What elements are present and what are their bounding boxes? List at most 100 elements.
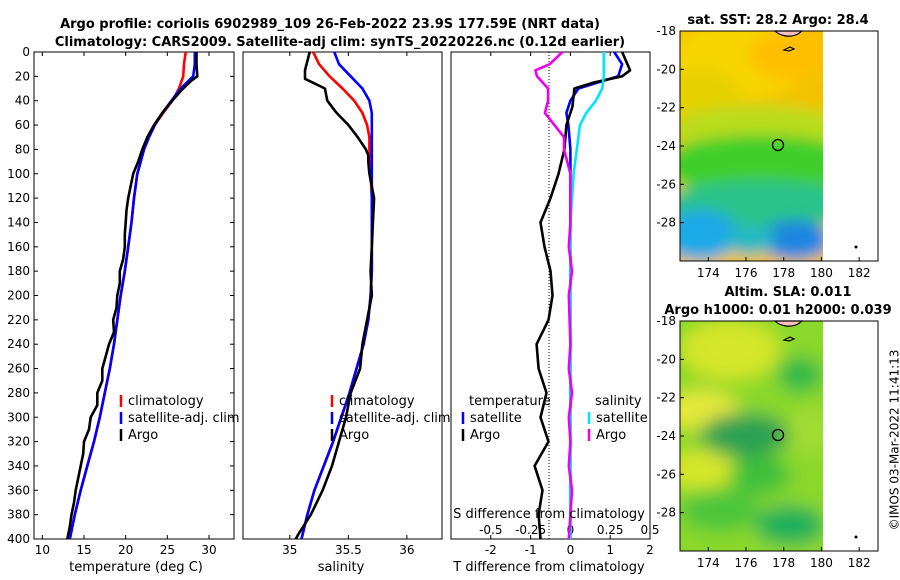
legend-argo: Argo: [128, 428, 158, 443]
t-difference-tick-label: -2: [485, 543, 497, 557]
salinity-tick-label: 35: [282, 543, 297, 557]
s-difference-tick-label: 0.25: [597, 523, 624, 537]
legend-satellite: satellite-adj. clim: [339, 411, 451, 426]
figure-title-line1: Argo profile: coriolis 6902989_109 26-Fe…: [60, 17, 600, 32]
t-difference-tick-label: 0: [567, 543, 575, 557]
t-difference-tick-label: 2: [646, 543, 654, 557]
depth-tick-label: 60: [15, 118, 30, 132]
map-y-tick-label: -28: [656, 216, 676, 230]
depth-tick-label: 300: [7, 410, 30, 424]
map-y-tick-label: -26: [656, 177, 676, 191]
sst-island-outline: [782, 46, 796, 52]
depth-tick-label: 280: [7, 386, 30, 400]
salinity-x-axis: 35 35.5 36: [282, 52, 415, 557]
depth-tick-label: 340: [7, 459, 30, 473]
s-difference-xlabel: S difference from climatology: [453, 507, 645, 522]
salinity-tick-label: 35.5: [335, 543, 362, 557]
sla-map-panel: Altim. SLA: 0.011 Argo h1000: 0.01 h2000…: [656, 285, 891, 570]
depth-tick-label: 200: [7, 289, 30, 303]
map-y-tick-label: -26: [656, 467, 676, 481]
depth-tick-label: 80: [15, 142, 30, 156]
sst-map-axes: 174 176 178 180 182 -28 -26 -24 -22 -20 -18: [656, 24, 870, 280]
map-y-tick-label: -20: [656, 62, 676, 76]
sla-argo-marker: [771, 428, 785, 442]
temperature-legend: climatology satellite-adj. clim Argo: [119, 394, 240, 443]
legend-s-satellite: satellite: [596, 411, 648, 426]
sst-island-dot: [854, 245, 858, 249]
map-x-tick-label: 174: [697, 556, 720, 570]
sla-island-dot: [854, 535, 858, 539]
sst-land-outline: [773, 30, 804, 37]
map-x-tick-label: 178: [772, 266, 795, 280]
sst-argo-marker: [771, 138, 785, 152]
temperature-lines: [66, 51, 199, 540]
map-y-tick-label: -24: [656, 139, 676, 153]
s-difference-tick-label: -0.5: [479, 523, 502, 537]
series-line-argo: [66, 52, 199, 540]
series-line-argo: [294, 51, 376, 540]
temperature-axes-box: [33, 51, 235, 540]
depth-tick-label: 120: [7, 191, 30, 205]
depth-tick-label: 180: [7, 264, 30, 278]
legend-climatology: climatology: [128, 394, 204, 409]
legend-temperature-title: temperature: [469, 394, 551, 409]
depth-tick-label: 0: [22, 45, 30, 59]
sst-map-title: sat. SST: 28.2 Argo: 28.4: [687, 13, 868, 28]
sla-map-title: Altim. SLA: 0.011: [725, 285, 852, 300]
map-x-tick-label: 180: [810, 556, 833, 570]
salinity-axes-box: [242, 51, 443, 540]
map-x-tick-label: 182: [848, 266, 871, 280]
sla-no-data-area: [823, 321, 878, 551]
map-x-tick-label: 176: [735, 556, 758, 570]
temperature-panel: 0204060801001201401601802002202402602803…: [7, 45, 650, 575]
sst-map-panel: sat. SST: 28.2 Argo: 28.4 174 176 178 180 18…: [656, 13, 879, 280]
sla-land-outline: [773, 320, 804, 327]
legend-argo: Argo: [339, 428, 369, 443]
depth-tick-label: 160: [7, 240, 30, 254]
t-difference-tick-label: 1: [606, 543, 614, 557]
s-difference-tick-label: 0.5: [640, 523, 659, 537]
temperature-tick-label: 15: [76, 543, 91, 557]
temperature-tick-label: 20: [118, 543, 133, 557]
legend-s-argo: Argo: [596, 428, 626, 443]
temperature-tick-label: 25: [160, 543, 175, 557]
salinity-legend: climatology satellite-adj. clim Argo: [330, 394, 451, 443]
depth-tick-label: 140: [7, 215, 30, 229]
depth-tick-label: 360: [7, 483, 30, 497]
map-y-tick-label: -28: [656, 506, 676, 520]
legend-salinity-title: salinity: [595, 394, 642, 409]
map-y-tick-label: -18: [656, 314, 676, 328]
sla-map-axes: 174 176 178 180 182 -28 -26 -24 -22 -20 -18: [656, 314, 870, 570]
map-x-tick-label: 178: [772, 556, 795, 570]
map-x-tick-label: 174: [697, 266, 720, 280]
difference-legend: temperature satellite Argo salinity sate…: [461, 394, 648, 443]
temperature-tick-label: 10: [35, 543, 50, 557]
temperature-x-axis: 10 15 20 25 30: [35, 52, 217, 557]
legend-t-argo: Argo: [470, 428, 500, 443]
map-x-tick-label: 182: [848, 556, 871, 570]
depth-tick-label: 100: [7, 167, 30, 181]
t-difference-xlabel: T difference from climatology: [452, 560, 645, 575]
t-difference-tick-label: -1: [525, 543, 537, 557]
map-y-tick-label: -22: [656, 391, 676, 405]
map-x-tick-label: 176: [735, 266, 758, 280]
legend-t-satellite: satellite: [470, 411, 522, 426]
legend-climatology: climatology: [339, 394, 415, 409]
depth-tick-label: 320: [7, 435, 30, 449]
sst-heatmap: [680, 31, 823, 261]
map-x-tick-label: 180: [810, 266, 833, 280]
map-y-tick-label: -22: [656, 101, 676, 115]
imos-credit: ©IMOS 03-Mar-2022 11:41:13: [888, 350, 900, 531]
temperature-xlabel: temperature (deg C): [69, 560, 203, 575]
map-y-tick-label: -20: [656, 352, 676, 366]
series-line-s-argo: [534, 51, 574, 540]
map-y-tick-label: -18: [656, 24, 676, 38]
salinity-xlabel: salinity: [318, 560, 365, 575]
sla-map-subtitle: Argo h1000: 0.01 h2000: 0.039: [664, 303, 891, 318]
depth-tick-label: 220: [7, 313, 30, 327]
difference-lines: [533, 51, 632, 540]
sla-heatmap: [680, 321, 823, 551]
legend-satellite: satellite-adj. clim: [128, 411, 240, 426]
difference-panel: -2 -1 0 1 2 -0.5 -0.25 0 0.25 0.5 S difference f…: [450, 51, 660, 575]
